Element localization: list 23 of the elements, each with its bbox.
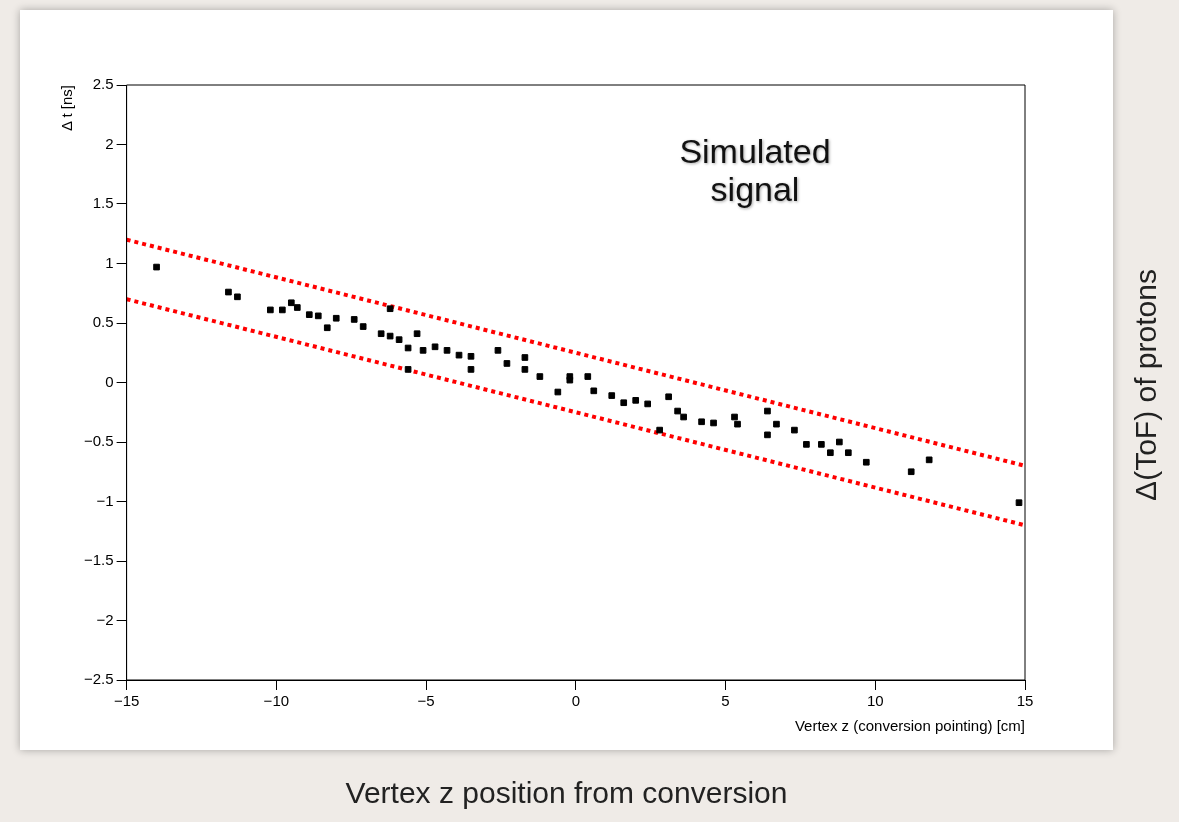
y-axis-title: Δ t [ns] (58, 85, 76, 131)
x-axis-title: Vertex z (conversion pointing) [cm] (794, 717, 1025, 735)
y-tick-label: 0 (105, 372, 114, 390)
x-tick-label: 5 (721, 692, 730, 710)
x-tick-label: 0 (571, 692, 580, 710)
y-tick-label: 1.5 (92, 194, 114, 212)
y-tick-label: −0.5 (83, 432, 114, 450)
x-tick-label: −15 (113, 692, 140, 710)
y-tick-label: −1 (96, 491, 114, 509)
y-tick-label: −2 (96, 610, 114, 628)
x-tick-label: 10 (866, 692, 884, 710)
text: Δ(ToF) of protons (1129, 269, 1163, 501)
y-tick-label: −1.5 (83, 551, 114, 569)
x-tick-label: −10 (263, 692, 290, 710)
x-tick-label: 15 (1016, 692, 1034, 710)
text: Vertex z position from conversion (344, 776, 789, 810)
y-tick-label: 2 (105, 134, 114, 152)
y-tick-label: 0.5 (92, 313, 114, 331)
annotation: Simulated signal (678, 132, 832, 208)
y-tick-label: 1 (105, 253, 114, 271)
y-tick-label: −2.5 (83, 670, 114, 688)
y-tick-label: 2.5 (92, 75, 114, 93)
x-tick-label: −5 (417, 692, 435, 710)
